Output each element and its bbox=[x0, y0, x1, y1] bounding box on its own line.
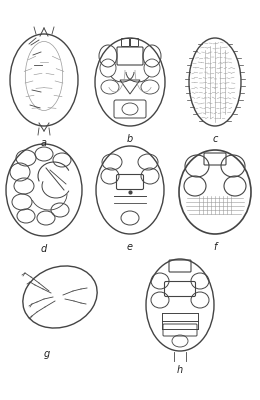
Text: e: e bbox=[127, 242, 133, 252]
Text: c: c bbox=[212, 134, 218, 144]
Text: a: a bbox=[41, 138, 47, 148]
Text: h: h bbox=[177, 365, 183, 375]
Text: b: b bbox=[127, 134, 133, 144]
Text: d: d bbox=[41, 244, 47, 254]
Text: g: g bbox=[44, 349, 50, 359]
Text: f: f bbox=[213, 242, 217, 252]
